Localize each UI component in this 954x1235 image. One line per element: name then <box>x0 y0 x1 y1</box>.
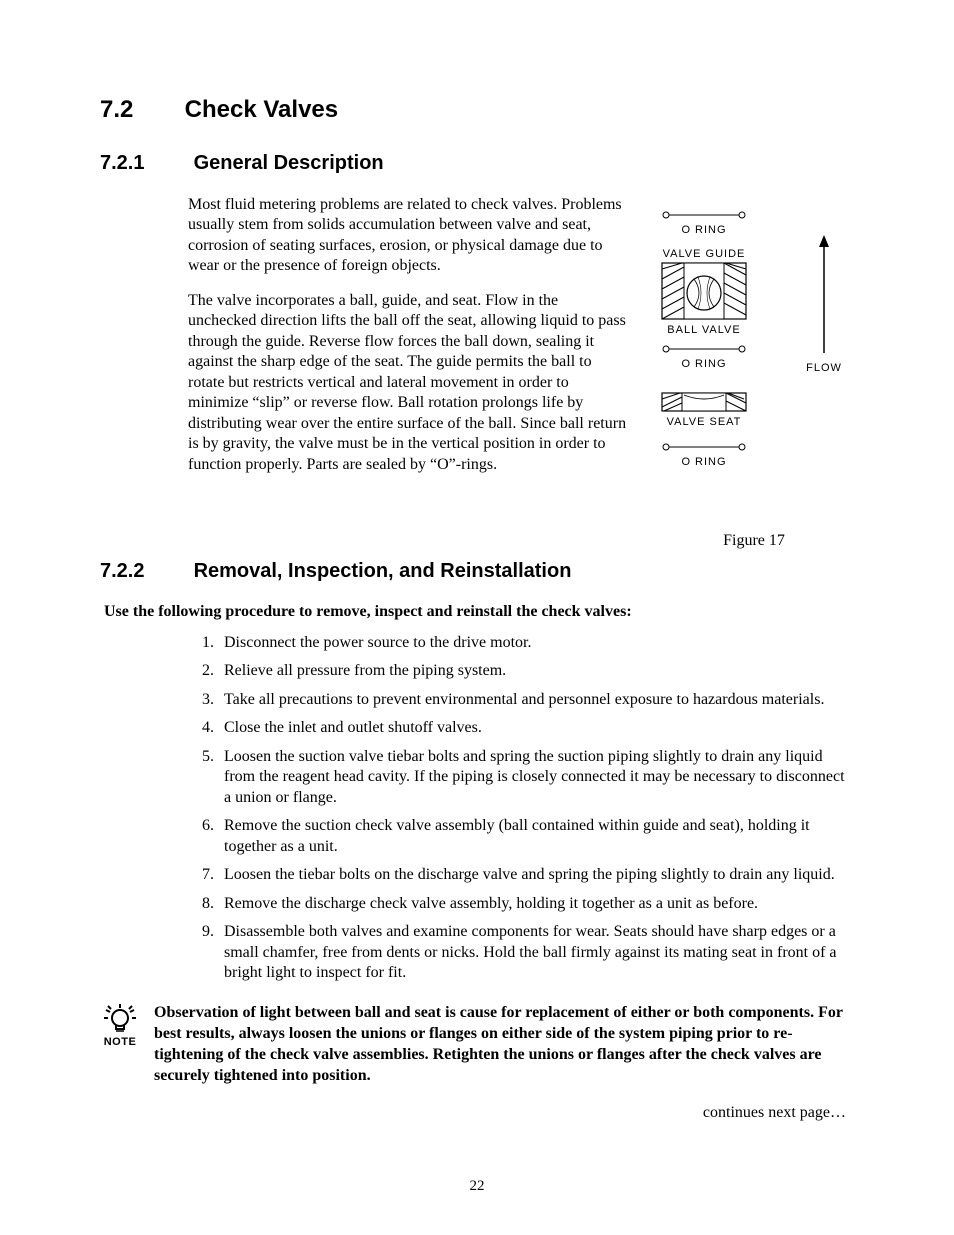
note-label: NOTE <box>100 1036 140 1048</box>
note-lightbulb-icon <box>102 1002 138 1034</box>
diagram-label-ball-valve: BALL VALVE <box>667 324 740 336</box>
note-text: Observation of light between ball and se… <box>154 1002 854 1086</box>
paragraph: The valve incorporates a ball, guide, an… <box>188 291 630 475</box>
valve-diagram: O RING VALVE GUIDE <box>654 203 854 523</box>
step-item: Take all precautions to prevent environm… <box>218 690 854 710</box>
step-item: Loosen the suction valve tiebar bolts an… <box>218 747 854 808</box>
diagram-label-oring: O RING <box>681 224 726 236</box>
diagram-label-valve-guide: VALVE GUIDE <box>663 248 746 260</box>
figure-caption: Figure 17 <box>654 532 854 550</box>
diagram-label-oring: O RING <box>681 456 726 468</box>
step-item: Loosen the tiebar bolts on the discharge… <box>218 865 854 885</box>
subsection-title: Removal, Inspection, and Reinstallation <box>194 560 572 582</box>
subsection-heading: 7.2.1 General Description <box>100 152 854 175</box>
step-item: Disassemble both valves and examine comp… <box>218 922 854 983</box>
subsection-number: 7.2.1 <box>100 152 188 175</box>
paragraph: Most fluid metering problems are related… <box>188 195 630 277</box>
step-item: Close the inlet and outlet shutoff valve… <box>218 718 854 738</box>
section-heading: 7.2 Check Valves <box>100 96 854 124</box>
page-number: 22 <box>0 1178 954 1195</box>
procedure-intro: Use the following procedure to remove, i… <box>100 603 854 621</box>
step-item: Remove the discharge check valve assembl… <box>218 894 854 914</box>
section-title: Check Valves <box>185 96 338 123</box>
step-item: Relieve all pressure from the piping sys… <box>218 661 854 681</box>
diagram-label-oring: O RING <box>681 358 726 370</box>
diagram-label-valve-seat: VALVE SEAT <box>667 416 742 428</box>
subsection-number: 7.2.2 <box>100 560 188 583</box>
subsection-title: General Description <box>194 152 384 174</box>
step-item: Disconnect the power source to the drive… <box>218 633 854 653</box>
continues-text: continues next page… <box>100 1104 854 1122</box>
section-number: 7.2 <box>100 96 178 124</box>
procedure-steps: Disconnect the power source to the drive… <box>100 633 854 984</box>
diagram-label-flow: FLOW <box>806 362 842 374</box>
step-item: Remove the suction check valve assembly … <box>218 816 854 857</box>
subsection-heading: 7.2.2 Removal, Inspection, and Reinstall… <box>100 560 854 583</box>
